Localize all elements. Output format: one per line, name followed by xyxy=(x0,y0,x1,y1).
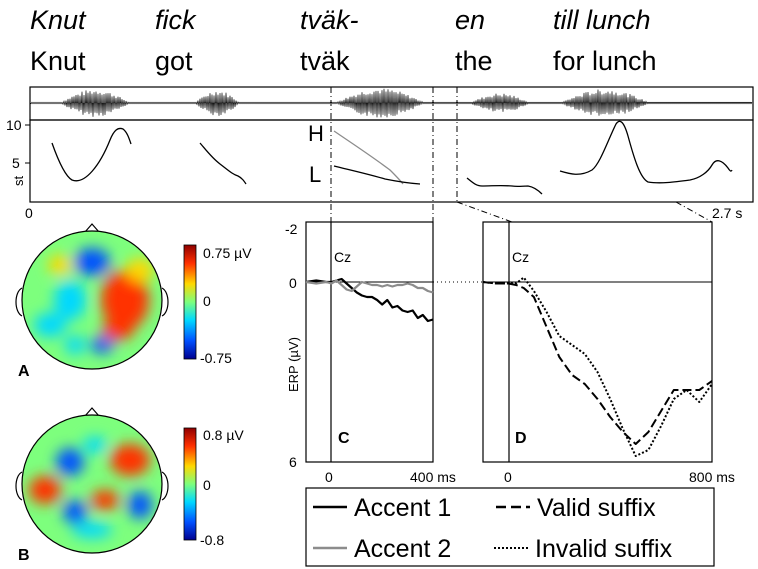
panel-label-a: A xyxy=(18,363,30,380)
topomap-a-field xyxy=(22,231,162,369)
erp-ytick-label-minus2: -2 xyxy=(285,221,298,237)
erp-c-traces xyxy=(305,277,434,323)
word-swedish-3: tväk- xyxy=(300,5,359,35)
pitch-panel: 10 5 st 0 2.7 s H L xyxy=(6,117,754,221)
pitch-contour-accent1 xyxy=(333,165,421,185)
topomap-b-field xyxy=(22,415,162,553)
word-english-5: for lunch xyxy=(553,46,657,76)
pitch-axis-label: st xyxy=(11,176,26,187)
pitch-contour-en xyxy=(466,177,543,195)
sentence-words: Knut Knut fick got tväk- tväk en the til… xyxy=(30,5,657,76)
colorbar-a-mid: 0 xyxy=(203,293,211,309)
time-axis-end: 2.7 s xyxy=(712,205,742,221)
erp-d-frame xyxy=(482,221,713,463)
word-english-3: tväk xyxy=(300,46,350,76)
pitch-tick-label-5: 5 xyxy=(12,155,20,171)
colorbar-b-mid: 0 xyxy=(203,477,211,493)
pitch-contour-till-lunch xyxy=(559,120,733,184)
erp-panel-c: -2 0 6 ERP (µV) Cz C 0 400 ms xyxy=(285,221,456,485)
topomap-b-left-ear xyxy=(15,471,23,501)
erp-d-series-invalid xyxy=(482,276,713,457)
word-swedish-1: Knut xyxy=(30,5,87,35)
pitch-frame xyxy=(29,119,754,203)
low-tone-label: L xyxy=(309,162,321,187)
erp-d-xtick-800: 800 ms xyxy=(689,469,735,485)
legend-label-invalid: Invalid suffix xyxy=(535,535,673,563)
time-axis-start: 0 xyxy=(25,205,33,221)
erp-c-frame xyxy=(305,221,434,463)
pitch-contour-accent2 xyxy=(333,130,404,185)
topomap-a-right-ear xyxy=(161,287,169,317)
legend-label-accent1: Accent 1 xyxy=(354,494,451,522)
waveform-signal xyxy=(29,88,753,118)
colorbar-a-min: -0.75 xyxy=(200,350,232,366)
connector-d-left xyxy=(456,201,513,223)
topomap-a-left-ear xyxy=(15,287,23,317)
colorbar-b-min: -0.8 xyxy=(200,532,224,548)
high-tone-label: H xyxy=(308,121,324,146)
erp-d-traces xyxy=(482,276,713,457)
legend-label-valid: Valid suffix xyxy=(537,494,656,522)
topomap-a: A 0.75 µV 0 -0.75 xyxy=(15,223,252,380)
word-swedish-2: fick xyxy=(155,5,197,35)
erp-d-series-valid xyxy=(482,281,713,445)
topomap-b-right-ear xyxy=(161,471,169,501)
erp-panel-d: Cz D 0 800 ms xyxy=(433,221,735,485)
colorbar-b xyxy=(183,427,197,541)
erp-c-xtick-0: 0 xyxy=(325,469,333,485)
connector-d-right xyxy=(675,201,713,223)
panel-label-c: C xyxy=(338,430,350,447)
word-swedish-5: till lunch xyxy=(553,5,651,35)
pitch-contour-fick xyxy=(199,142,247,185)
topomap-b-nose xyxy=(84,407,100,417)
pitch-tick-label-10: 10 xyxy=(6,117,22,133)
colorbar-a xyxy=(183,244,197,360)
erp-c-series-accent2 xyxy=(305,279,434,294)
zoom-connectors xyxy=(330,87,713,230)
legend-box xyxy=(305,487,715,567)
colorbar-a-max: 0.75 µV xyxy=(203,245,252,261)
panel-label-d: D xyxy=(515,430,527,447)
topomap-b-outline xyxy=(21,414,163,554)
legend-label-accent2: Accent 2 xyxy=(354,535,451,563)
colorbar-b-max: 0.8 µV xyxy=(203,427,244,443)
panel-label-b: B xyxy=(18,547,30,564)
erp-ytick-label-0: 0 xyxy=(289,275,297,291)
waveform-panel xyxy=(29,86,754,121)
erp-d-xtick-0: 0 xyxy=(504,469,512,485)
erp-d-channel: Cz xyxy=(512,249,529,265)
word-english-4: the xyxy=(455,46,493,76)
erp-ytick-label-6: 6 xyxy=(289,454,297,470)
word-swedish-4: en xyxy=(455,5,485,35)
topomap-b: B 0.8 µV 0 -0.8 xyxy=(15,407,244,564)
erp-axis-label: ERP (µV) xyxy=(286,337,301,392)
erp-c-xtick-400: 400 ms xyxy=(410,469,456,485)
word-english-2: got xyxy=(155,46,193,76)
pitch-contour-knut xyxy=(51,127,132,182)
legend: Accent 1 Accent 2 Valid suffix Invalid s… xyxy=(305,487,715,567)
erp-c-channel: Cz xyxy=(334,249,351,265)
topomap-a-nose xyxy=(84,223,100,233)
word-english-1: Knut xyxy=(30,46,86,76)
topomap-a-outline xyxy=(21,230,163,370)
